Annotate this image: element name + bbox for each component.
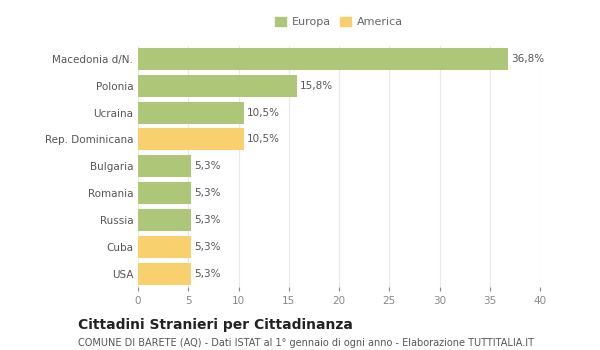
Text: COMUNE DI BARETE (AQ) - Dati ISTAT al 1° gennaio di ogni anno - Elaborazione TUT: COMUNE DI BARETE (AQ) - Dati ISTAT al 1°… (78, 338, 534, 348)
Text: 5,3%: 5,3% (194, 268, 221, 279)
Bar (138, 155, 191, 177)
Bar (138, 128, 244, 150)
Text: 36,8%: 36,8% (511, 54, 544, 64)
Text: 5,3%: 5,3% (194, 242, 221, 252)
Text: 10,5%: 10,5% (247, 134, 280, 145)
Bar (138, 182, 191, 204)
Text: 5,3%: 5,3% (194, 161, 221, 171)
Text: Cittadini Stranieri per Cittadinanza: Cittadini Stranieri per Cittadinanza (78, 318, 353, 332)
Bar (138, 102, 244, 124)
Text: 10,5%: 10,5% (247, 107, 280, 118)
Bar (138, 236, 191, 258)
Text: 15,8%: 15,8% (300, 81, 333, 91)
Text: 5,3%: 5,3% (194, 215, 221, 225)
Bar (138, 262, 191, 285)
Bar (138, 209, 191, 231)
Legend: Europa, America: Europa, America (273, 15, 405, 30)
Bar (138, 48, 508, 70)
Text: 5,3%: 5,3% (194, 188, 221, 198)
Bar (138, 75, 297, 97)
